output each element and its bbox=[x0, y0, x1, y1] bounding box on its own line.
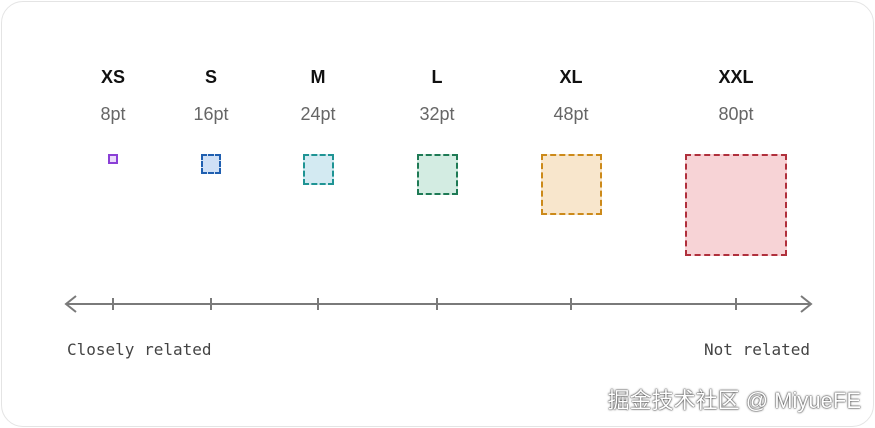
size-box bbox=[540, 154, 602, 215]
size-label: XXL bbox=[718, 67, 754, 87]
size-box bbox=[201, 154, 221, 174]
size-value: 80pt bbox=[718, 104, 754, 124]
size-label: S bbox=[204, 67, 217, 87]
size-label: XS bbox=[100, 67, 125, 87]
size-box bbox=[108, 154, 118, 164]
size-label: XL bbox=[559, 67, 583, 87]
size-value: 24pt bbox=[300, 104, 336, 124]
size-value: 8pt bbox=[100, 104, 126, 124]
size-value: 16pt bbox=[193, 104, 229, 124]
size-value: 48pt bbox=[553, 104, 589, 124]
size-box bbox=[302, 154, 334, 185]
watermark: 掘金技术社区 @ MiyueFE bbox=[607, 388, 861, 413]
size-box bbox=[416, 154, 458, 195]
size-value: 32pt bbox=[419, 104, 455, 124]
size-box bbox=[685, 154, 787, 256]
closely-related-label: Closely related bbox=[67, 340, 212, 359]
not-related-label: Not related bbox=[704, 340, 810, 359]
size-label: M bbox=[310, 67, 326, 87]
size-label: L bbox=[431, 67, 443, 87]
